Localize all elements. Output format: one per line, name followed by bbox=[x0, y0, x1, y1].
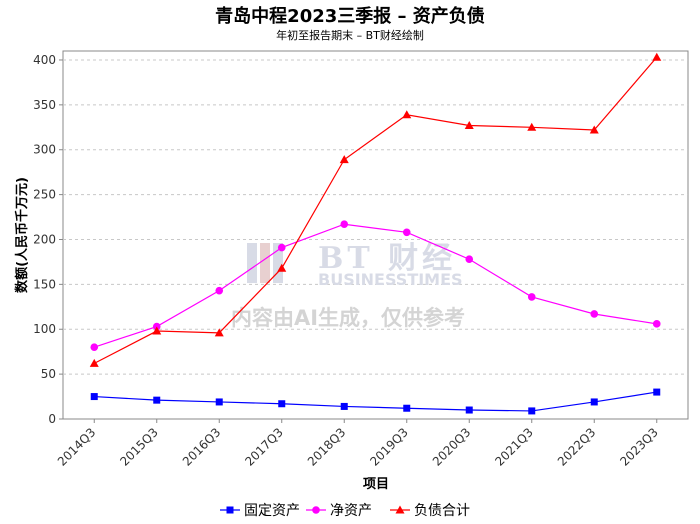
series-line bbox=[94, 223, 657, 348]
x-tick-label: 2014Q3 bbox=[55, 425, 99, 469]
legend-item: 固定资产 bbox=[220, 503, 300, 519]
data-point bbox=[90, 393, 98, 401]
x-tick-label: 2018Q3 bbox=[305, 425, 349, 469]
data-point bbox=[402, 228, 411, 237]
data-point bbox=[464, 120, 474, 129]
x-tick-label: 2017Q3 bbox=[242, 425, 286, 469]
data-point bbox=[403, 404, 411, 412]
y-tick-label: 250 bbox=[33, 188, 56, 202]
y-tick-label: 350 bbox=[33, 98, 56, 112]
y-tick-label: 50 bbox=[41, 367, 56, 381]
data-point bbox=[340, 402, 348, 410]
data-point bbox=[90, 343, 99, 351]
data-point bbox=[89, 358, 99, 367]
legend: 固定资产 净资产 负债合计 bbox=[220, 503, 470, 519]
data-point bbox=[395, 505, 405, 514]
legend-label: 负债合计 bbox=[414, 503, 470, 519]
y-tick-label: 150 bbox=[33, 277, 56, 291]
series-circle bbox=[90, 220, 661, 351]
series-line bbox=[93, 56, 658, 364]
data-point bbox=[226, 506, 234, 514]
data-point bbox=[340, 220, 349, 229]
data-point bbox=[590, 310, 599, 318]
data-point bbox=[278, 400, 286, 408]
data-point bbox=[653, 388, 661, 396]
series-triangle bbox=[89, 52, 662, 367]
data-point bbox=[153, 396, 161, 404]
watermark-logo-bar bbox=[260, 243, 270, 283]
series-layer bbox=[89, 52, 662, 415]
watermark-brand: BT 财经 bbox=[318, 241, 456, 276]
data-point bbox=[652, 320, 661, 328]
x-tick-label: 2020Q3 bbox=[430, 425, 474, 469]
gridlines bbox=[63, 59, 688, 375]
y-tick-label: 100 bbox=[33, 322, 56, 336]
x-tick-label: 2016Q3 bbox=[180, 425, 224, 469]
x-tick-label: 2015Q3 bbox=[117, 425, 161, 469]
data-point bbox=[312, 506, 320, 514]
watermark-logo-bar bbox=[247, 243, 257, 283]
x-tick-label: 2021Q3 bbox=[492, 425, 536, 469]
data-point bbox=[652, 52, 662, 61]
data-point bbox=[465, 406, 473, 414]
plot-area bbox=[62, 50, 689, 420]
data-point bbox=[402, 110, 412, 119]
data-point bbox=[214, 328, 224, 337]
data-point bbox=[277, 243, 286, 252]
data-point bbox=[152, 326, 162, 335]
y-tick-label: 0 bbox=[48, 412, 56, 426]
data-point bbox=[277, 263, 287, 272]
x-tick-label: 2022Q3 bbox=[555, 425, 599, 469]
y-tick-label: 300 bbox=[33, 143, 56, 157]
series-line bbox=[94, 391, 657, 412]
x-axis-label: 项目 bbox=[363, 477, 389, 492]
series-square bbox=[90, 388, 661, 415]
data-point bbox=[589, 125, 599, 134]
y-tick-label: 200 bbox=[33, 232, 56, 246]
legend-label: 固定资产 bbox=[244, 503, 300, 519]
chart-subtitle: 年初至报告期末 – BT财经绘制 bbox=[276, 28, 424, 42]
watermark-brand-sub: BUSINESSTIMES bbox=[318, 270, 463, 289]
legend-item: 负债合计 bbox=[390, 503, 470, 519]
legend-label: 净资产 bbox=[330, 503, 372, 519]
y-axis-label: 数额(人民币千万元) bbox=[14, 177, 30, 293]
chart-title: 青岛中程2023三季报 – 资产负债 bbox=[215, 5, 485, 27]
data-point bbox=[215, 286, 224, 295]
y-tick-label: 400 bbox=[33, 53, 56, 67]
watermark-logo-bar bbox=[273, 243, 283, 283]
x-tick-label: 2019Q3 bbox=[367, 425, 411, 469]
data-point bbox=[528, 407, 536, 415]
data-point bbox=[527, 293, 536, 301]
data-point bbox=[465, 255, 474, 264]
legend-item: 净资产 bbox=[306, 503, 372, 519]
data-point bbox=[527, 122, 537, 131]
data-point bbox=[215, 398, 223, 406]
data-point bbox=[339, 155, 349, 164]
data-point bbox=[590, 398, 598, 406]
x-tick-label: 2023Q3 bbox=[617, 425, 661, 469]
watermark-ai-notice: 内容由AI生成，仅供参考 bbox=[231, 306, 465, 330]
watermark: BT 财经 BUSINESSTIMES 内容由AI生成，仅供参考 bbox=[231, 241, 465, 330]
